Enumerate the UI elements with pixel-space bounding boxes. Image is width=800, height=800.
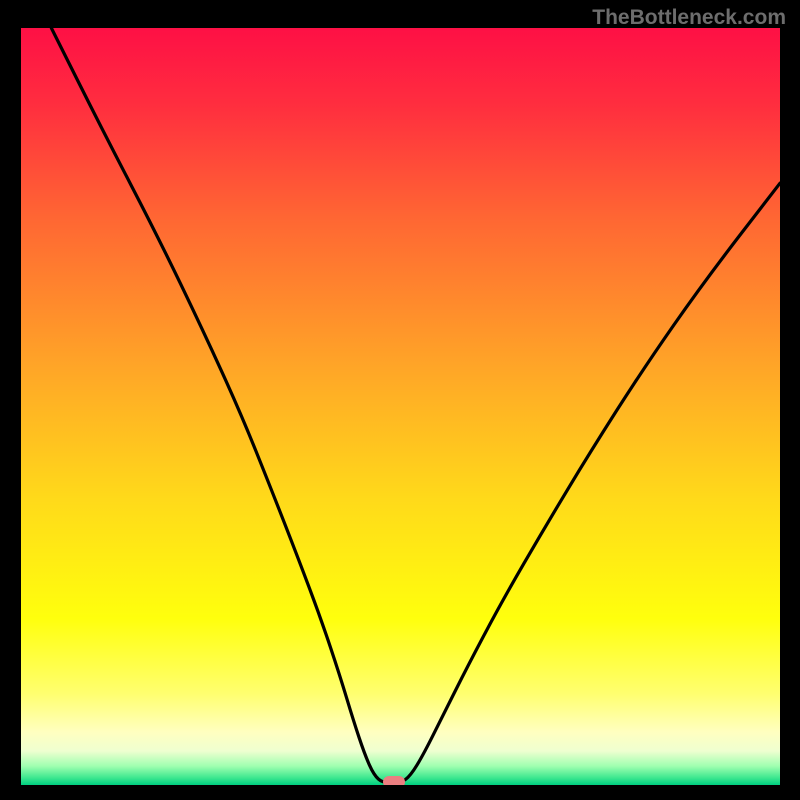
plot-frame	[21, 28, 780, 785]
watermark-text: TheBottleneck.com	[592, 6, 786, 30]
optimum-marker	[383, 776, 405, 785]
curve-path	[51, 28, 780, 783]
plot-area	[21, 28, 780, 785]
bottleneck-curve	[21, 28, 780, 785]
